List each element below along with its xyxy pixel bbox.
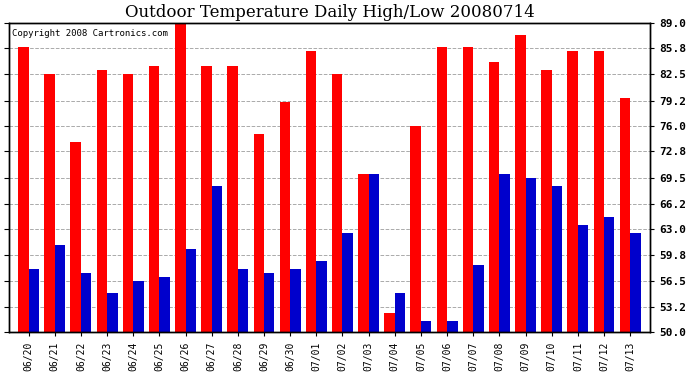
Bar [18,46,29,332]
Bar [437,46,447,332]
Bar [421,321,431,332]
Bar [332,74,342,332]
Bar [290,269,301,332]
Bar [552,186,562,332]
Bar [228,66,238,332]
Bar [44,74,55,332]
Bar [578,225,589,332]
Bar [541,70,552,332]
Title: Outdoor Temperature Daily High/Low 20080714: Outdoor Temperature Daily High/Low 20080… [124,4,534,21]
Bar [395,293,405,332]
Bar [515,34,526,332]
Bar [238,269,248,332]
Bar [81,273,91,332]
Bar [107,293,117,332]
Bar [186,249,196,332]
Bar [70,142,81,332]
Bar [489,62,500,332]
Text: Copyright 2008 Cartronics.com: Copyright 2008 Cartronics.com [12,29,168,38]
Bar [463,46,473,332]
Bar [447,321,457,332]
Bar [201,66,212,332]
Bar [97,70,107,332]
Bar [316,261,327,332]
Bar [253,134,264,332]
Bar [526,178,536,332]
Bar [630,233,640,332]
Bar [212,186,222,332]
Bar [55,245,66,332]
Bar [123,74,133,332]
Bar [620,98,630,332]
Bar [159,277,170,332]
Bar [500,174,510,332]
Bar [133,281,144,332]
Bar [175,23,186,332]
Bar [358,174,368,332]
Bar [593,51,604,332]
Bar [342,233,353,332]
Bar [306,51,316,332]
Bar [567,51,578,332]
Bar [264,273,275,332]
Bar [368,174,379,332]
Bar [384,313,395,332]
Bar [279,102,290,332]
Bar [473,265,484,332]
Bar [411,126,421,332]
Bar [29,269,39,332]
Bar [149,66,159,332]
Bar [604,217,615,332]
